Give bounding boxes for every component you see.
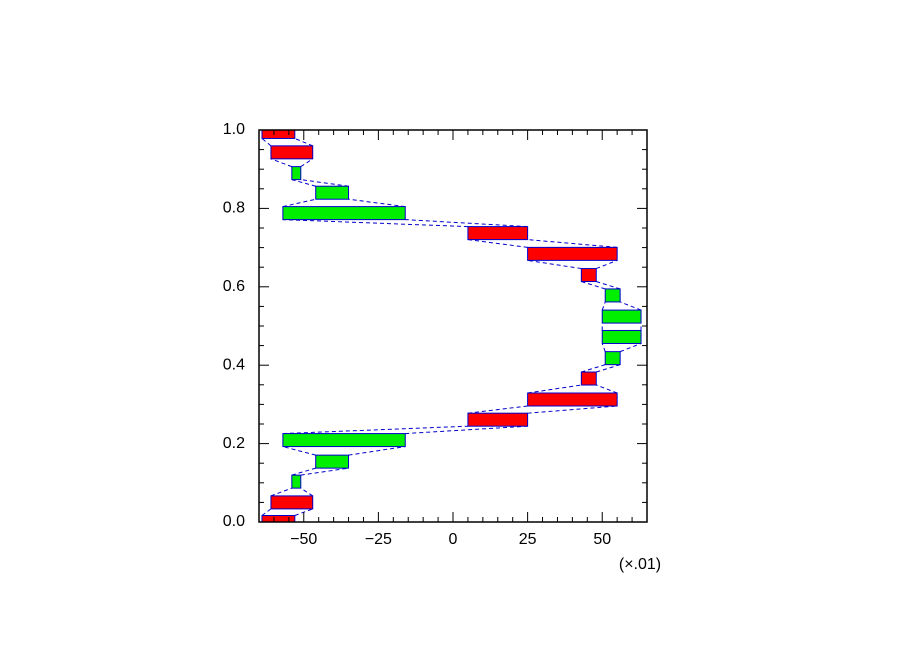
connector bbox=[270, 158, 293, 168]
connector bbox=[619, 343, 642, 353]
bar bbox=[580, 371, 597, 386]
y-tick-label: 1.0 bbox=[223, 121, 245, 138]
connector bbox=[527, 259, 582, 270]
bar bbox=[261, 515, 296, 523]
bar bbox=[315, 454, 350, 469]
connector bbox=[300, 179, 349, 187]
bar bbox=[601, 309, 642, 324]
connector bbox=[596, 259, 618, 270]
bar bbox=[527, 392, 618, 407]
connector bbox=[291, 179, 316, 187]
connector bbox=[300, 487, 313, 497]
connector bbox=[527, 405, 618, 414]
bar bbox=[282, 206, 406, 221]
x-tick-label: −25 bbox=[365, 531, 392, 548]
connector bbox=[581, 364, 606, 373]
x-tick-label: 25 bbox=[519, 531, 537, 548]
y-tick-label: 0.2 bbox=[223, 435, 245, 452]
bar bbox=[604, 351, 621, 366]
connector bbox=[270, 487, 293, 497]
connector bbox=[300, 467, 349, 476]
connector bbox=[405, 219, 528, 228]
connector bbox=[619, 301, 642, 311]
connector bbox=[261, 508, 272, 516]
connector bbox=[601, 343, 606, 352]
y-tick-label: 0.0 bbox=[223, 513, 245, 530]
y-tick-label: 0.6 bbox=[223, 278, 245, 295]
x-tick-label: 0 bbox=[449, 531, 458, 548]
connector bbox=[348, 198, 406, 208]
connector bbox=[596, 364, 621, 373]
connector bbox=[282, 198, 316, 208]
connector bbox=[405, 425, 528, 435]
connector bbox=[527, 384, 582, 394]
bar bbox=[291, 474, 302, 489]
connector bbox=[581, 281, 606, 290]
connector bbox=[348, 446, 406, 456]
x-tick-label: −50 bbox=[290, 531, 317, 548]
bar bbox=[467, 226, 529, 241]
bar bbox=[527, 246, 618, 261]
connector bbox=[300, 158, 313, 168]
connector bbox=[261, 138, 272, 147]
x-tick-label: 50 bbox=[593, 531, 611, 548]
bar bbox=[291, 166, 302, 181]
bar bbox=[580, 268, 597, 283]
connector bbox=[294, 137, 313, 147]
connector bbox=[467, 405, 528, 414]
y-tick-label: 0.4 bbox=[223, 356, 245, 373]
bar bbox=[601, 329, 642, 344]
bar bbox=[270, 145, 314, 160]
y-tick-label: 0.8 bbox=[223, 200, 245, 217]
connector bbox=[596, 281, 621, 290]
bar bbox=[467, 412, 529, 427]
connector bbox=[282, 219, 468, 228]
connector bbox=[282, 446, 316, 456]
bar bbox=[604, 288, 621, 303]
connector bbox=[596, 384, 618, 394]
bar bbox=[261, 129, 296, 139]
connector bbox=[467, 239, 528, 248]
axis-note: (×.01) bbox=[619, 556, 661, 573]
connector bbox=[601, 301, 606, 311]
bar bbox=[315, 185, 350, 200]
connector bbox=[282, 425, 468, 435]
connector bbox=[527, 239, 618, 248]
bar bbox=[270, 495, 314, 510]
bar bbox=[282, 433, 406, 448]
connector bbox=[291, 467, 316, 476]
